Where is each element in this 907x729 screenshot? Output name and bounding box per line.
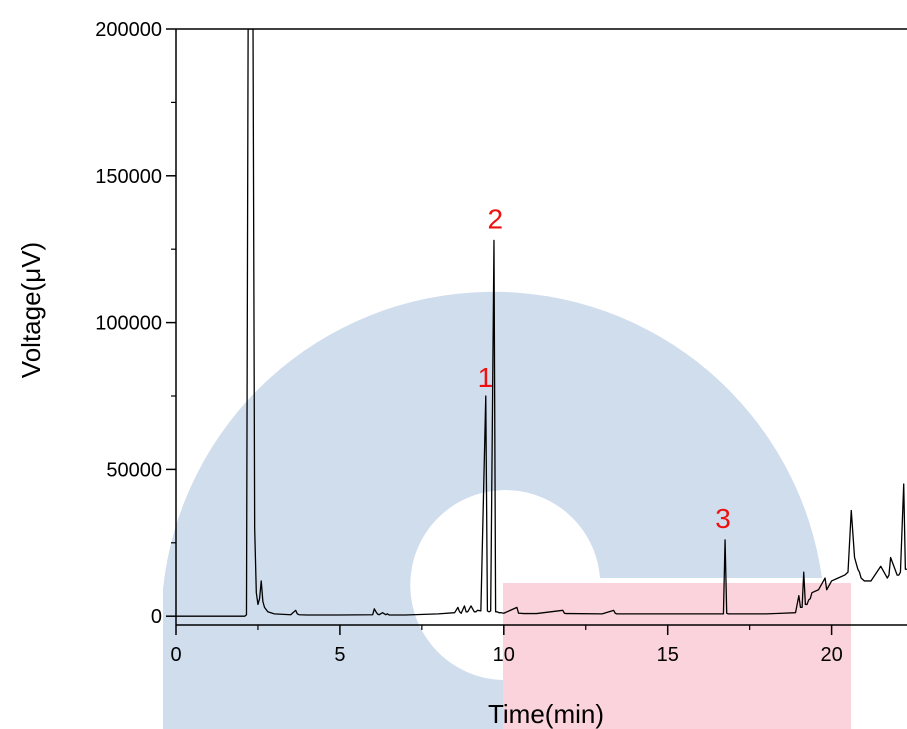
peak-label-3: 3 bbox=[715, 503, 731, 534]
peak-label-2: 2 bbox=[487, 204, 503, 235]
peak-label-1: 1 bbox=[478, 362, 494, 393]
y-tick-label-0: 0 bbox=[151, 606, 162, 628]
series-line-0 bbox=[176, 29, 907, 617]
x-tick-label-4: 20 bbox=[820, 644, 842, 666]
x-tick-label-3: 15 bbox=[657, 644, 679, 666]
y-tick-label-4: 200000 bbox=[95, 19, 162, 41]
y-tick-label-1: 50000 bbox=[106, 459, 162, 481]
background-watermark bbox=[163, 291, 851, 729]
y-tick-label-3: 150000 bbox=[95, 166, 162, 188]
plot-area: 0 5 10 15 20 0 50000 100000 150000 200000 1 2 3 bbox=[95, 19, 907, 666]
x-tick-label-0: 0 bbox=[170, 644, 181, 666]
y-tick-label-2: 100000 bbox=[95, 313, 162, 335]
y-axis-title: Voltage(μV) bbox=[16, 242, 46, 378]
x-axis-title: Time(min) bbox=[488, 699, 604, 729]
x-tick-label-2: 10 bbox=[493, 644, 515, 666]
watermark-ring bbox=[163, 291, 822, 729]
x-tick-label-1: 5 bbox=[334, 644, 345, 666]
watermark-rect bbox=[503, 583, 851, 729]
